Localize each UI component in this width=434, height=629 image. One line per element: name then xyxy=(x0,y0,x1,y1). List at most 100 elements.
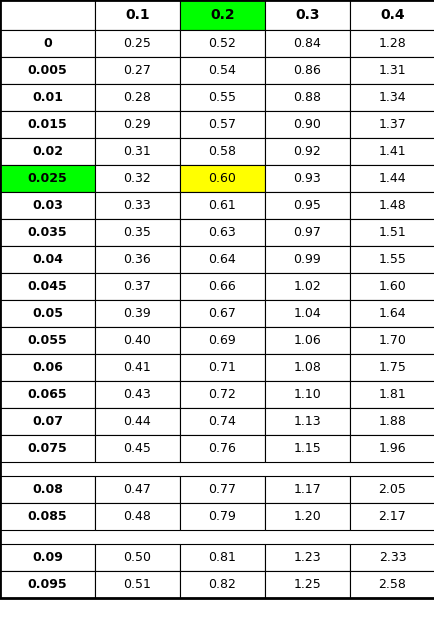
Bar xyxy=(0,476,95,503)
Text: 0.29: 0.29 xyxy=(123,118,151,131)
Text: 0.05: 0.05 xyxy=(32,307,63,320)
Bar xyxy=(180,476,264,503)
Bar xyxy=(95,84,180,111)
Bar xyxy=(264,381,349,408)
Bar xyxy=(95,327,180,354)
Bar xyxy=(264,138,349,165)
Text: 1.06: 1.06 xyxy=(293,334,321,347)
Bar xyxy=(349,544,434,571)
Bar xyxy=(264,476,349,503)
Text: 0.41: 0.41 xyxy=(123,361,151,374)
Bar xyxy=(180,273,264,300)
Bar xyxy=(264,571,349,598)
Bar xyxy=(0,503,95,530)
Text: 1.34: 1.34 xyxy=(378,91,405,104)
Text: 1.04: 1.04 xyxy=(293,307,321,320)
Text: 0.64: 0.64 xyxy=(208,253,236,266)
Bar xyxy=(0,0,95,30)
Text: 1.08: 1.08 xyxy=(293,361,321,374)
Bar xyxy=(349,435,434,462)
Text: 0.48: 0.48 xyxy=(123,510,151,523)
Text: 0.84: 0.84 xyxy=(293,37,321,50)
Bar xyxy=(264,354,349,381)
Text: 0.025: 0.025 xyxy=(28,172,67,185)
Text: 0.66: 0.66 xyxy=(208,280,236,293)
Bar xyxy=(95,30,180,57)
Text: 0.085: 0.085 xyxy=(28,510,67,523)
Bar xyxy=(180,84,264,111)
Text: 0.93: 0.93 xyxy=(293,172,321,185)
Bar xyxy=(0,192,95,219)
Text: 1.88: 1.88 xyxy=(378,415,405,428)
Bar xyxy=(0,300,95,327)
Text: 0.06: 0.06 xyxy=(32,361,63,374)
Bar xyxy=(180,0,264,30)
Bar xyxy=(264,165,349,192)
Bar xyxy=(0,111,95,138)
Text: 0.50: 0.50 xyxy=(123,551,151,564)
Text: 1.51: 1.51 xyxy=(378,226,405,239)
Bar xyxy=(95,246,180,273)
Bar xyxy=(0,165,95,192)
Bar xyxy=(349,192,434,219)
Text: 0.01: 0.01 xyxy=(32,91,63,104)
Text: 1.64: 1.64 xyxy=(378,307,405,320)
Bar xyxy=(0,138,95,165)
Bar xyxy=(264,84,349,111)
Bar xyxy=(264,111,349,138)
Text: 0.57: 0.57 xyxy=(208,118,236,131)
Text: 0.90: 0.90 xyxy=(293,118,321,131)
Text: 1.37: 1.37 xyxy=(378,118,405,131)
Text: 0.09: 0.09 xyxy=(32,551,63,564)
Text: 1.13: 1.13 xyxy=(293,415,321,428)
Text: 1.60: 1.60 xyxy=(378,280,405,293)
Text: 1.20: 1.20 xyxy=(293,510,321,523)
Text: 1.75: 1.75 xyxy=(378,361,405,374)
Bar xyxy=(95,273,180,300)
Text: 0.2: 0.2 xyxy=(210,8,234,22)
Bar xyxy=(95,57,180,84)
Text: 0.60: 0.60 xyxy=(208,172,236,185)
Text: 0.37: 0.37 xyxy=(123,280,151,293)
Bar xyxy=(349,571,434,598)
Text: 1.02: 1.02 xyxy=(293,280,321,293)
Bar xyxy=(349,111,434,138)
Text: 1.15: 1.15 xyxy=(293,442,321,455)
Bar xyxy=(349,57,434,84)
Bar xyxy=(349,354,434,381)
Text: 0.97: 0.97 xyxy=(293,226,321,239)
Text: 2.33: 2.33 xyxy=(378,551,405,564)
Bar xyxy=(180,138,264,165)
Text: 0.3: 0.3 xyxy=(295,8,319,22)
Bar xyxy=(180,57,264,84)
Bar xyxy=(95,138,180,165)
Text: 0.61: 0.61 xyxy=(208,199,236,212)
Bar xyxy=(264,192,349,219)
Text: 1.23: 1.23 xyxy=(293,551,321,564)
Text: 1.44: 1.44 xyxy=(378,172,405,185)
Text: 0.005: 0.005 xyxy=(28,64,67,77)
Bar xyxy=(180,381,264,408)
Bar xyxy=(349,300,434,327)
Bar xyxy=(180,544,264,571)
Bar xyxy=(0,408,95,435)
Bar xyxy=(349,381,434,408)
Bar xyxy=(0,273,95,300)
Bar xyxy=(349,503,434,530)
Bar xyxy=(264,408,349,435)
Bar xyxy=(349,219,434,246)
Text: 0.095: 0.095 xyxy=(28,578,67,591)
Bar xyxy=(95,503,180,530)
Bar xyxy=(95,381,180,408)
Text: 0.02: 0.02 xyxy=(32,145,63,158)
Bar xyxy=(0,84,95,111)
Bar xyxy=(95,0,180,30)
Text: 0.76: 0.76 xyxy=(208,442,236,455)
Text: 0.82: 0.82 xyxy=(208,578,236,591)
Bar xyxy=(349,165,434,192)
Text: 0.32: 0.32 xyxy=(123,172,151,185)
Text: 0.58: 0.58 xyxy=(208,145,236,158)
Text: 1.17: 1.17 xyxy=(293,483,321,496)
Text: 0.08: 0.08 xyxy=(32,483,63,496)
Bar xyxy=(349,30,434,57)
